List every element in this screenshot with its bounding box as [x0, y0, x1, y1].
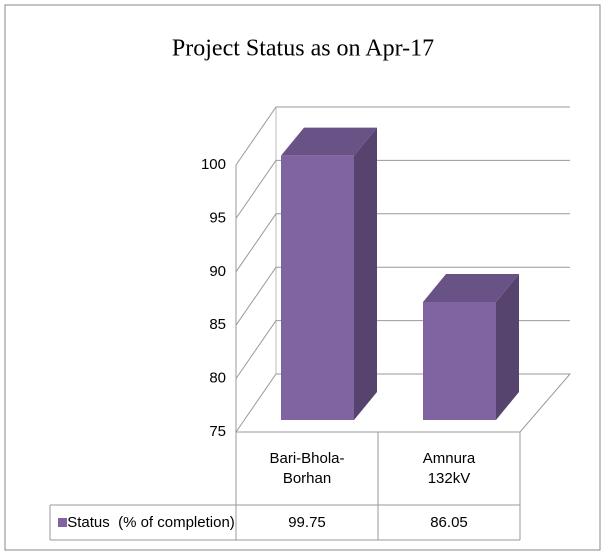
grid-line — [235, 159, 570, 219]
x-tick-label: Bari-Bhola-Borhan — [269, 449, 345, 487]
bar-side — [354, 127, 377, 421]
legend-swatch — [58, 518, 67, 527]
x-tick-label: Amnura 132kV — [422, 449, 476, 487]
grid-line — [235, 106, 570, 166]
grid-line — [235, 266, 570, 326]
y-tick-label: 75 — [209, 423, 226, 440]
bar — [423, 301, 496, 420]
y-tick-label: 90 — [209, 263, 226, 280]
data-label: 86.05 — [430, 513, 468, 531]
data-label: 99.75 — [288, 513, 326, 531]
y-tick-label: 95 — [209, 209, 226, 226]
grid-line — [235, 213, 570, 273]
chart-title: Project Status as on Apr-17 — [172, 36, 434, 62]
bar-top — [281, 127, 377, 156]
y-tick-label: 100 — [201, 156, 226, 173]
legend-label: Status (% of completion) — [67, 513, 235, 531]
bar — [281, 155, 354, 421]
chart-border — [4, 4, 601, 551]
bar-side — [496, 273, 519, 420]
y-tick-label: 85 — [209, 316, 226, 333]
bar-top — [423, 273, 519, 302]
y-tick-label: 80 — [209, 370, 226, 387]
